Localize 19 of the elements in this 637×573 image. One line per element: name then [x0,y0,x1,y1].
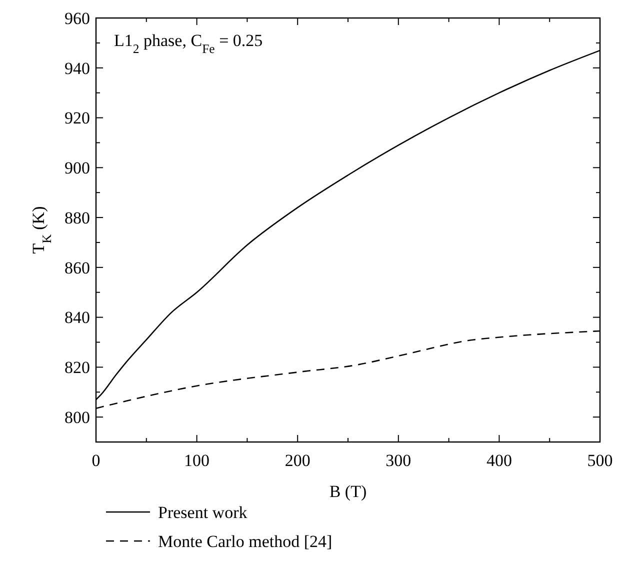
legend-label: Monte Carlo method [24] [158,532,332,551]
y-tick-label: 900 [64,158,90,178]
y-tick-label: 840 [64,308,90,328]
x-tick-label: 400 [486,451,512,470]
x-axis-title: B (T) [329,482,367,501]
x-tick-label: 100 [184,451,210,470]
y-tick-label: 960 [64,8,90,28]
y-tick-label: 860 [64,258,90,278]
y-tick-label: 920 [64,108,90,128]
x-tick-label: 500 [587,451,613,470]
x-tick-label: 200 [284,451,310,470]
y-tick-label: 880 [64,208,90,228]
y-tick-label: 800 [64,408,90,428]
x-tick-label: 0 [92,451,100,470]
y-tick-label: 940 [64,58,90,78]
y-tick-label: 820 [64,358,90,378]
annotation: L1$_{2}$ phase, C$_{Fe}$ = 0.25 [114,31,263,56]
legend-label: Present work [158,502,248,522]
x-tick-label: 300 [386,451,412,470]
